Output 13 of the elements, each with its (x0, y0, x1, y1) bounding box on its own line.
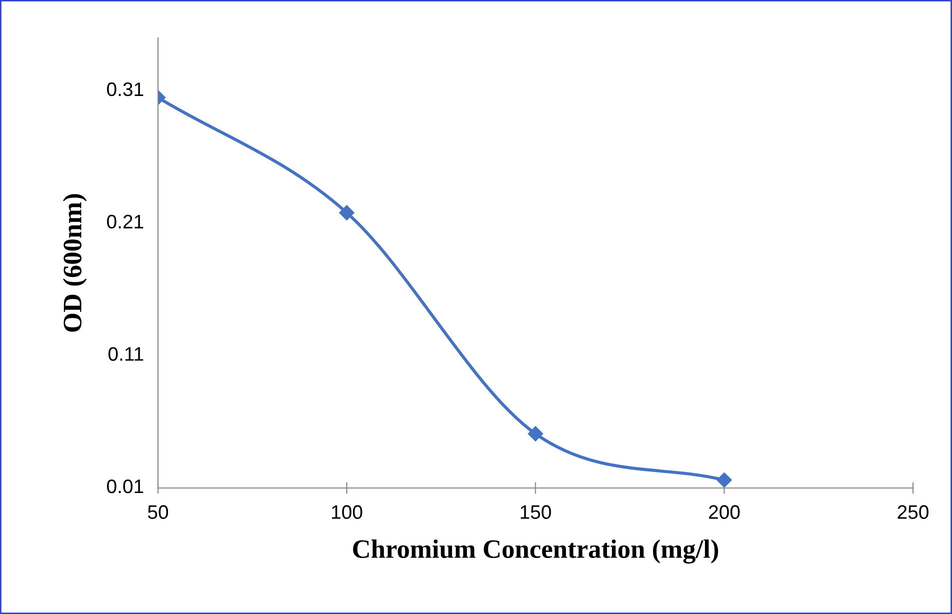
y-tick-label: 0.21 (107, 214, 144, 229)
x-tick-label: 150 (520, 505, 551, 519)
point (716, 472, 732, 488)
y-tick-label: 0.01 (107, 479, 144, 494)
point (528, 426, 544, 442)
y-axis-title: OD (600nm) (62, 194, 87, 332)
y-tick-label: 0.31 (107, 82, 144, 96)
x-tick-label: 100 (332, 505, 362, 519)
x-tick-label: 200 (709, 505, 740, 519)
x-tick-label: 250 (898, 505, 928, 519)
x-tick-label: 50 (148, 505, 168, 519)
y-tick-label: 0.11 (108, 347, 144, 361)
x-axis-title: Chromium Concentration (mg/l) (353, 539, 718, 564)
